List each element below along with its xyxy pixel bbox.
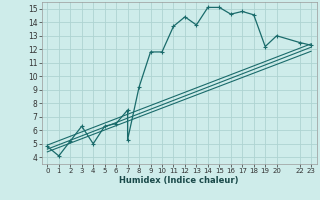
X-axis label: Humidex (Indice chaleur): Humidex (Indice chaleur) (119, 176, 239, 185)
